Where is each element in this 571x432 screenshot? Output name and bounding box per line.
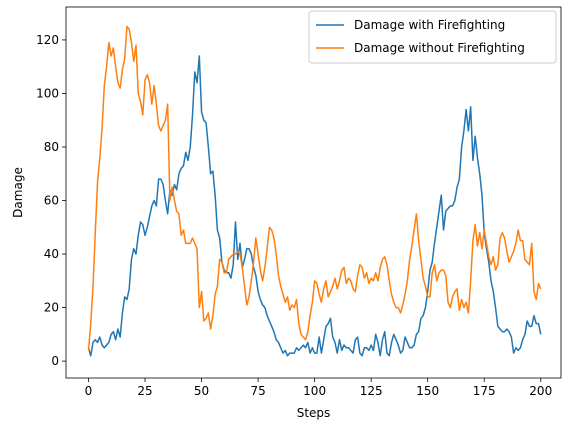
axes-frame — [65, 6, 562, 379]
legend-label-2: Damage without Firefighting — [354, 41, 525, 55]
y-tick-label: 120 — [36, 33, 59, 47]
y-tick-label: 40 — [44, 247, 59, 261]
y-tick-label: 0 — [51, 354, 59, 368]
x-tick-label: 150 — [416, 384, 439, 398]
series-line-2 — [87, 25, 542, 351]
y-tick-label: 100 — [36, 86, 59, 100]
x-axis-ticks: 0 25 50 75 100 125 150 175 200 — [85, 378, 552, 398]
legend: Damage with Firefighting Damage without F… — [308, 10, 557, 64]
legend-box — [308, 10, 557, 64]
x-tick-label: 75 — [250, 384, 265, 398]
legend-label-1: Damage with Firefighting — [354, 18, 505, 32]
x-tick-label: 200 — [529, 384, 552, 398]
x-axis-label: Steps — [297, 406, 331, 420]
y-tick-label: 80 — [44, 140, 59, 154]
y-tick-label: 60 — [44, 194, 59, 208]
x-tick-label: 100 — [303, 384, 326, 398]
series-layer — [87, 25, 542, 357]
y-axis-ticks: 0 20 40 60 80 100 120 — [36, 33, 66, 368]
x-tick-label: 25 — [137, 384, 152, 398]
y-axis-label: Damage — [11, 167, 25, 218]
x-tick-label: 0 — [85, 384, 93, 398]
x-tick-label: 175 — [473, 384, 496, 398]
y-tick-label: 20 — [44, 301, 59, 315]
x-tick-label: 125 — [360, 384, 383, 398]
x-tick-label: 50 — [194, 384, 209, 398]
series-line-1 — [87, 55, 542, 357]
